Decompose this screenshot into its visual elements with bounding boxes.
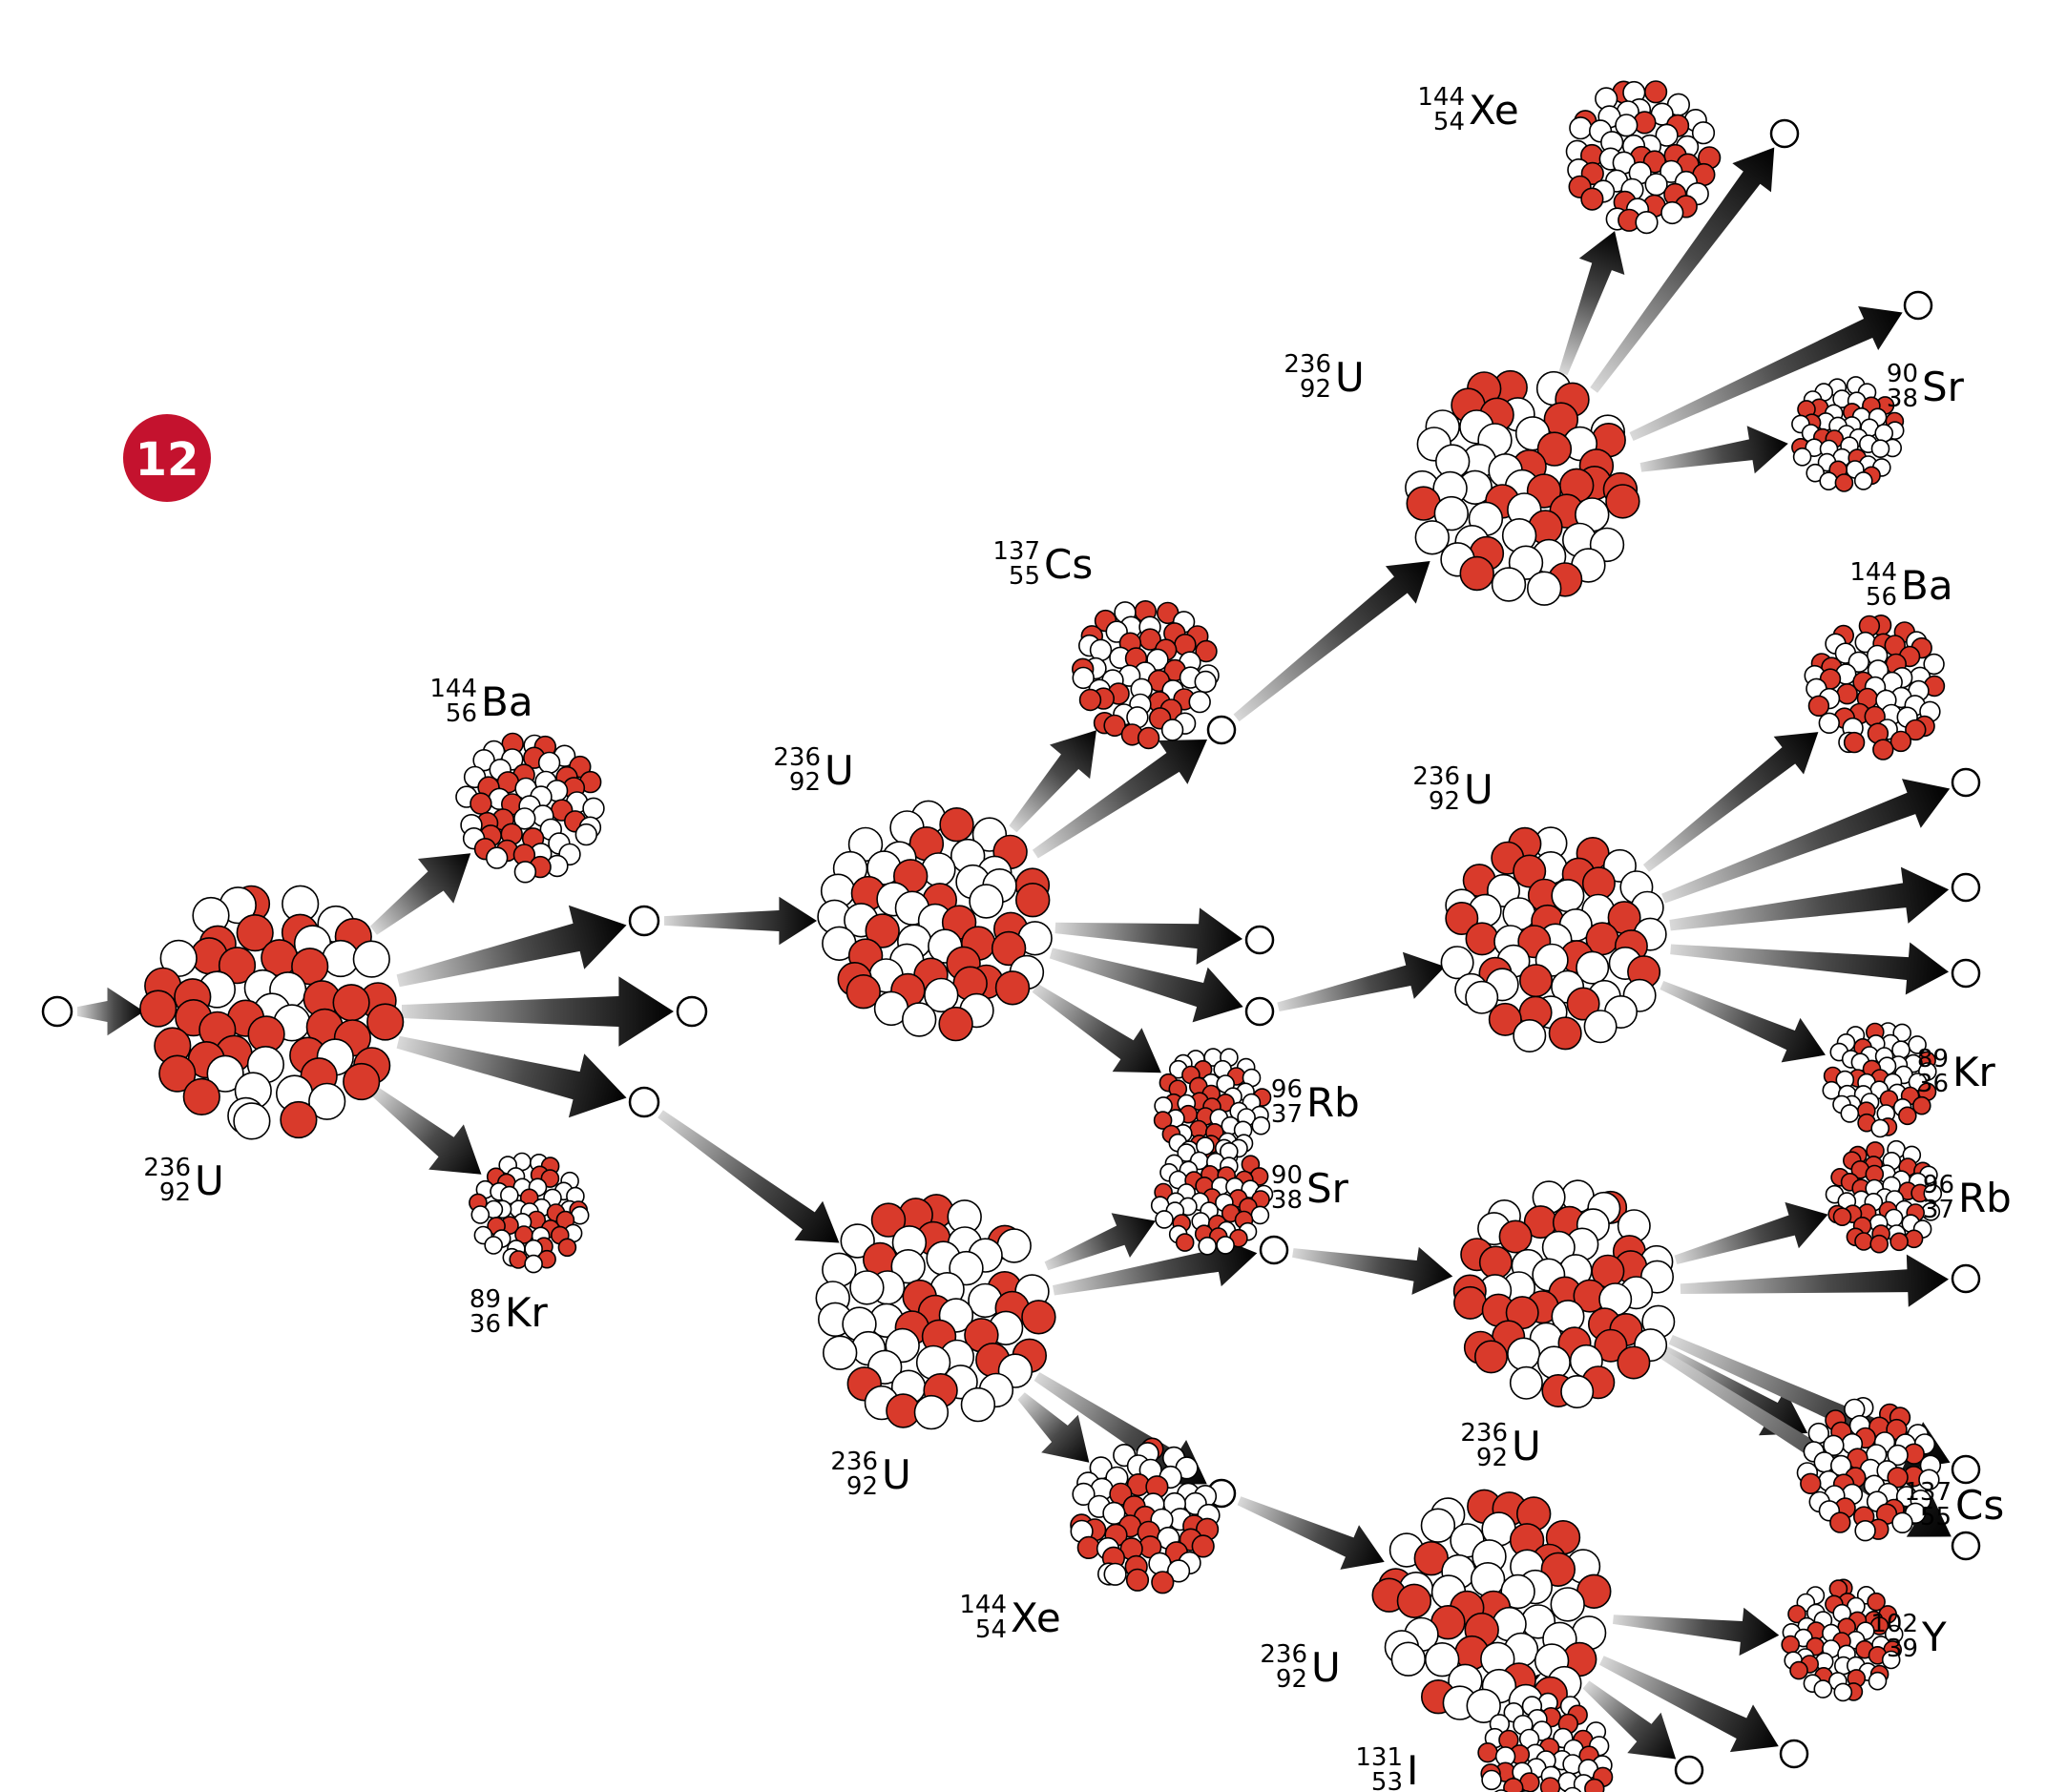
arrow-n-g1c-to-U236-2b	[658, 1110, 839, 1242]
nucleus-label-Sr90-2: 9038Sr	[1887, 360, 1965, 413]
nucleus-Kr89-1	[470, 1154, 589, 1273]
nucleus-label-U236-3d: 23692U	[1260, 1640, 1340, 1694]
free-neutron	[1952, 1265, 1979, 1292]
nucleus-U236-3a	[1406, 371, 1639, 605]
arrow-U236-1-to-n-g1c	[397, 1036, 627, 1117]
arrow-U236-3d-to-Y102-1	[1613, 1608, 1779, 1656]
nucleus-label-Kr89-1: 8936Kr	[470, 1285, 549, 1339]
nucleus-label-U236-2b: 23692U	[830, 1448, 910, 1501]
nucleus-Cs137-1	[1073, 601, 1219, 749]
nucleus-U236-1	[140, 886, 404, 1138]
arrow-n-g3a-to-U236-3c	[1292, 1247, 1452, 1295]
arrow-U236-2a-to-n-g2a	[1033, 740, 1207, 859]
arrow-n-start-to-U236-1	[77, 988, 144, 1036]
arrow-U236-3c-to-n-rb96a	[1681, 1255, 1949, 1307]
nucleus-Ba144-2	[1805, 615, 1944, 760]
free-neutron	[1246, 998, 1273, 1025]
nucleus-label-U236-3b: 23692U	[1412, 762, 1493, 816]
free-neutron	[678, 997, 706, 1026]
free-neutron	[1952, 1456, 1979, 1483]
free-neutron	[1208, 717, 1235, 743]
fission-chain-diagram: 23692U 14456Ba 8936Kr 23692U 23692U 13755Cs 96…	[0, 0, 2046, 1792]
nucleus-U236-3b	[1441, 827, 1666, 1052]
nucleus-Xe144-2	[1567, 81, 1721, 233]
arrow-U236-3d-to-n-y102a	[1599, 1656, 1779, 1752]
nucleus-label-Ba144-1: 14456Ba	[429, 675, 532, 728]
nucleus-label-U236-1: 23692U	[143, 1154, 223, 1207]
arrow-n-g1a-to-U236-2a	[664, 897, 817, 946]
free-neutron	[1905, 292, 1931, 319]
free-neutron	[43, 997, 72, 1026]
nucleus-Ba144-1	[456, 734, 604, 883]
nucleus-U236-3d	[1372, 1490, 1610, 1722]
nucleus-label-Rb96-2: 9637Rb	[1923, 1171, 2012, 1224]
arrow-U236-2b-to-Sr90-1	[1045, 1213, 1156, 1270]
figure-number-text: 12	[136, 433, 199, 487]
nucleus-U236-2b	[816, 1195, 1055, 1429]
arrow-n-g3b-to-U236-3d	[1238, 1496, 1385, 1570]
nucleus-U236-3c	[1454, 1180, 1675, 1407]
arrow-n-g2a-to-U236-3a	[1233, 561, 1430, 721]
nucleus-label-Xe144-1: 14454Xe	[959, 1591, 1060, 1644]
nucleus-label-Kr89-2: 8936Kr	[1917, 1045, 1996, 1098]
arrow-U236-1-to-Kr89-1	[371, 1087, 482, 1175]
arrow-U236-3b-to-n-ba144c	[1670, 943, 1949, 995]
figure-number-badge: 12	[123, 414, 211, 502]
free-neutron	[1676, 1757, 1702, 1783]
arrow-n-g2c-to-U236-3b	[1277, 952, 1445, 1011]
arrow-U236-2a-to-Rb96-1	[1033, 984, 1161, 1073]
nucleus-label-Rb96-1: 9637Rb	[1271, 1075, 1360, 1129]
arrow-U236-3c-to-Rb96-2	[1675, 1202, 1828, 1264]
free-neutron	[1952, 769, 1979, 796]
free-neutron	[1781, 1740, 1807, 1767]
nucleus-label-Sr90-1: 9038Sr	[1271, 1161, 1349, 1215]
nucleus-label-Ba144-2: 14456Ba	[1849, 558, 1952, 612]
nucleus-label-I131-1: 13153I	[1355, 1743, 1418, 1792]
free-neutron	[1952, 874, 1979, 901]
arrow-U236-1-to-Ba144-1	[370, 853, 470, 935]
nucleus-label-Cs137-1: 13755Cs	[992, 537, 1093, 591]
nucleus-label-Cs137-2: 13755Cs	[1904, 1478, 2004, 1532]
nucleus-label-U236-3a: 23692U	[1284, 350, 1364, 404]
nucleus-label-U236-3c: 23692U	[1460, 1419, 1540, 1472]
nuclei-layer	[140, 81, 1945, 1792]
arrow-U236-3a-to-Sr90-2	[1640, 426, 1788, 473]
nucleus-label-U236-2a: 23692U	[773, 743, 853, 797]
nucleus-Xe144-1	[1071, 1438, 1220, 1593]
arrow-U236-1-to-n-g1a	[397, 906, 627, 987]
free-neutron	[1952, 960, 1979, 987]
arrow-U236-1-to-n-g1b	[402, 976, 674, 1047]
free-neutron	[1952, 1532, 1979, 1559]
free-neutron	[630, 906, 658, 935]
free-neutron	[1771, 120, 1798, 147]
free-neutron	[1261, 1237, 1287, 1263]
nucleus-label-Xe144-2: 14454Xe	[1417, 83, 1518, 136]
nucleus-Sr90-1	[1152, 1137, 1273, 1255]
free-neutron	[630, 1088, 658, 1116]
nucleus-U236-2a	[818, 801, 1052, 1040]
free-neutron	[1246, 927, 1273, 953]
arrow-U236-3b-to-Kr89-2	[1660, 981, 1826, 1062]
nucleus-Y102-1	[1782, 1579, 1903, 1700]
